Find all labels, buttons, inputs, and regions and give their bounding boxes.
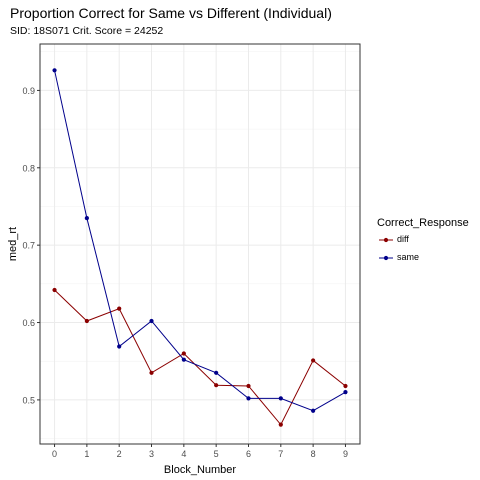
data-point-diff (343, 383, 348, 389)
data-point-diff (311, 358, 316, 363)
x-tick-label: 2 (117, 449, 122, 459)
data-point-same (117, 344, 122, 349)
data-point-diff (181, 351, 186, 356)
panel-border (39, 43, 361, 445)
y-tick-label: 0.5 (22, 395, 35, 405)
data-point-diff (149, 370, 154, 375)
series-line-same (54, 70, 346, 412)
data-point-same (311, 408, 316, 413)
data-point-same (149, 318, 154, 324)
legend-key-point-same (383, 255, 389, 261)
data-point-diff (84, 318, 89, 324)
x-axis-label: Block_Number (164, 464, 236, 476)
x-tick-label: 6 (246, 449, 251, 459)
data-point-diff (246, 383, 251, 389)
y-tick-label: 0.8 (22, 163, 35, 173)
y-tick-label: 0.9 (22, 86, 35, 96)
y-tick-label: 0.6 (22, 318, 35, 328)
chart-title: Proportion Correct for Same vs Different… (10, 5, 332, 21)
x-tick-label: 7 (278, 449, 283, 459)
x-tick-label: 0 (52, 449, 57, 459)
x-tick-label: 1 (84, 449, 89, 459)
data-point-same (181, 357, 186, 362)
legend-label-same: same (397, 252, 420, 262)
series-line-diff (54, 289, 346, 426)
legend-key-point-diff (383, 237, 389, 243)
y-axis-label: med_rt (7, 227, 19, 261)
x-tick-label: 8 (311, 449, 316, 459)
data-point-same (278, 396, 283, 401)
data-point-diff (52, 287, 57, 293)
data-point-same (214, 370, 219, 375)
legend-title: Correct_Response (377, 217, 469, 229)
x-tick-label: 4 (181, 449, 186, 459)
legend-label-diff: diff (397, 234, 409, 244)
y-tick-label: 0.7 (22, 241, 35, 251)
data-point-diff (214, 383, 219, 388)
data-point-same (84, 215, 89, 221)
x-tick-label: 9 (343, 449, 348, 459)
data-point-same (52, 68, 57, 73)
x-tick-label: 5 (214, 449, 219, 459)
x-tick-label: 3 (149, 449, 154, 459)
data-point-same (343, 390, 348, 395)
data-point-diff (117, 306, 122, 311)
chart-subtitle: SID: 18S071 Crit. Score = 24252 (10, 25, 164, 37)
data-point-diff (278, 422, 283, 427)
data-point-same (246, 396, 251, 401)
